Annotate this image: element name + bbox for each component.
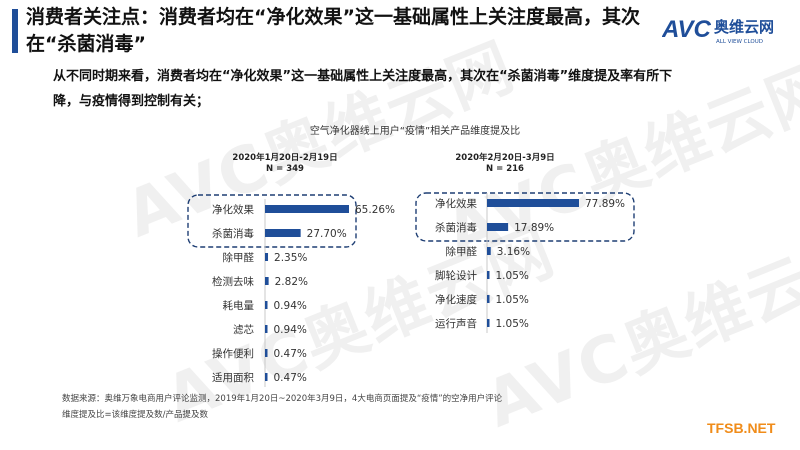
chart-title: 空气净化器线上用户“疫情”相关产品维度提及比: [309, 126, 521, 137]
category-label-left: 操作便利: [212, 347, 254, 360]
bar-left: [265, 229, 301, 237]
slide-subtitle: 从不同时期来看，消费者均在“净化效果”这一基础属性上关注度最高，其次在“杀菌消毒…: [53, 69, 673, 109]
value-label-right: 17.89%: [514, 222, 554, 234]
value-label-right: 1.05%: [496, 294, 529, 306]
panel-left-title: 2020年1月20日-2月19日: [232, 153, 338, 163]
category-label-right: 运行声音: [435, 317, 477, 330]
value-label-left: 2.35%: [274, 252, 307, 264]
panel-left-n: N = 349: [266, 164, 304, 174]
bar-left: [265, 325, 268, 333]
value-label-right: 77.89%: [585, 198, 625, 210]
panel-left-head: 2020年1月20日-2月19日 N = 349: [215, 153, 355, 175]
data-source-note: 数据来源：奥维万象电商用户评论监测，2019年1月20日~2020年3月9日，4…: [62, 391, 682, 423]
highlight-box-left: [187, 194, 357, 248]
value-label-left: 27.70%: [307, 228, 347, 240]
site-watermark: TFSB.NET: [707, 420, 776, 436]
bar-left: [265, 301, 268, 309]
category-label-left: 除甲醛: [223, 251, 255, 264]
category-label-left: 净化效果: [212, 203, 254, 216]
category-label-left: 杀菌消毒: [212, 227, 254, 240]
bar-left: [265, 349, 268, 357]
category-label-right: 杀菌消毒: [435, 221, 477, 234]
source-line-2: 维度提及比=该维度提及数/产品提及数: [62, 410, 208, 420]
bar-right: [487, 199, 579, 207]
bar-left: [265, 277, 269, 285]
brand-logo: AVC 奥维云网 ALL VIEW CLOUD: [662, 16, 774, 45]
category-label-right: 除甲醛: [446, 245, 478, 258]
category-label-left: 滤芯: [233, 323, 254, 336]
category-label-right: 净化速度: [435, 293, 477, 306]
value-label-left: 65.26%: [355, 204, 395, 216]
panel-right-title: 2020年2月20日-3月9日: [455, 153, 555, 163]
category-label-right: 净化效果: [435, 197, 477, 210]
brand-logo-sub: ALL VIEW CLOUD: [716, 39, 763, 45]
bar-left: [265, 253, 269, 261]
source-line-1: 数据来源：奥维万象电商用户评论监测，2019年1月20日~2020年3月9日，4…: [62, 394, 503, 404]
value-label-right: 3.16%: [497, 246, 530, 258]
category-label-left: 适用面积: [212, 372, 254, 384]
bar-right: [487, 223, 509, 231]
value-label-left: 0.47%: [274, 348, 307, 360]
value-label-left: 0.47%: [274, 372, 307, 384]
highlight-box-right: [415, 192, 635, 242]
category-label-left: 检测去味: [212, 275, 254, 288]
category-label-right: 脚轮设计: [435, 269, 477, 282]
value-label-left: 0.94%: [274, 324, 307, 336]
panel-right-n: N = 216: [486, 164, 524, 174]
title-accent-bar: [12, 9, 18, 53]
value-label-right: 1.05%: [496, 270, 529, 282]
bar-right: [487, 247, 491, 255]
brand-logo-text: 奥维云网: [714, 18, 774, 36]
bar-left: [265, 373, 268, 381]
bar-right: [487, 295, 490, 303]
value-label-left: 0.94%: [274, 300, 307, 312]
category-label-left: 耗电量: [223, 299, 255, 312]
bar-right: [487, 319, 490, 327]
brand-logo-mark: AVC: [662, 16, 712, 43]
bar-right: [487, 271, 490, 279]
value-label-left: 2.82%: [275, 276, 308, 288]
panel-right-head: 2020年2月20日-3月9日 N = 216: [435, 153, 575, 175]
value-label-right: 1.05%: [496, 318, 529, 330]
page-title: 消费者关注点：消费者均在“净化效果”这一基础属性上关注度最高，其次在“杀菌消毒”: [26, 6, 640, 55]
bar-left: [265, 205, 349, 213]
